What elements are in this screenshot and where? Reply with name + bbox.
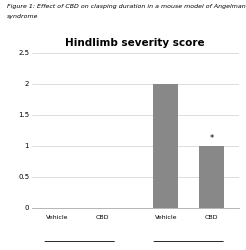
Bar [154,84,178,208]
Title: Hindlimb severity score: Hindlimb severity score [65,38,205,48]
Text: *: * [209,134,214,143]
Bar [199,146,224,208]
Text: syndrome: syndrome [7,14,39,19]
Text: Figure 1: Effect of CBD on clasping duration in a mouse model of Angelman: Figure 1: Effect of CBD on clasping dura… [7,4,246,9]
